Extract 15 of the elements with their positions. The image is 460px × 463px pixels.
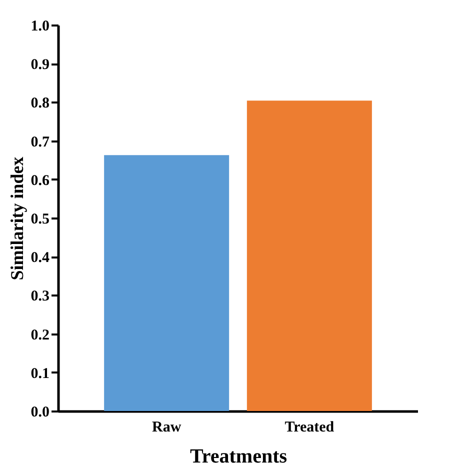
y-tick-label: 0.2	[30, 327, 50, 344]
x-tick-label: Raw	[152, 420, 182, 436]
y-tick-label: 0.3	[30, 288, 50, 305]
y-tick-label: 0.8	[30, 96, 50, 112]
y-tick-label: 0.9	[30, 57, 50, 74]
y-axis-title: Similarity index	[6, 156, 27, 280]
y-tick-label: 1.0	[30, 18, 50, 34]
y-tick-label: 0.4	[30, 250, 50, 266]
y-tick-label: 0.6	[30, 172, 50, 189]
y-tick-label: 0.7	[30, 134, 50, 150]
y-tick-label: 0.5	[30, 212, 50, 228]
y-tick-label: 0.0	[30, 404, 50, 420]
x-axis-title: Treatments	[190, 446, 288, 463]
y-tick-label: 0.1	[30, 366, 50, 382]
x-tick-label: Treated	[284, 420, 335, 436]
